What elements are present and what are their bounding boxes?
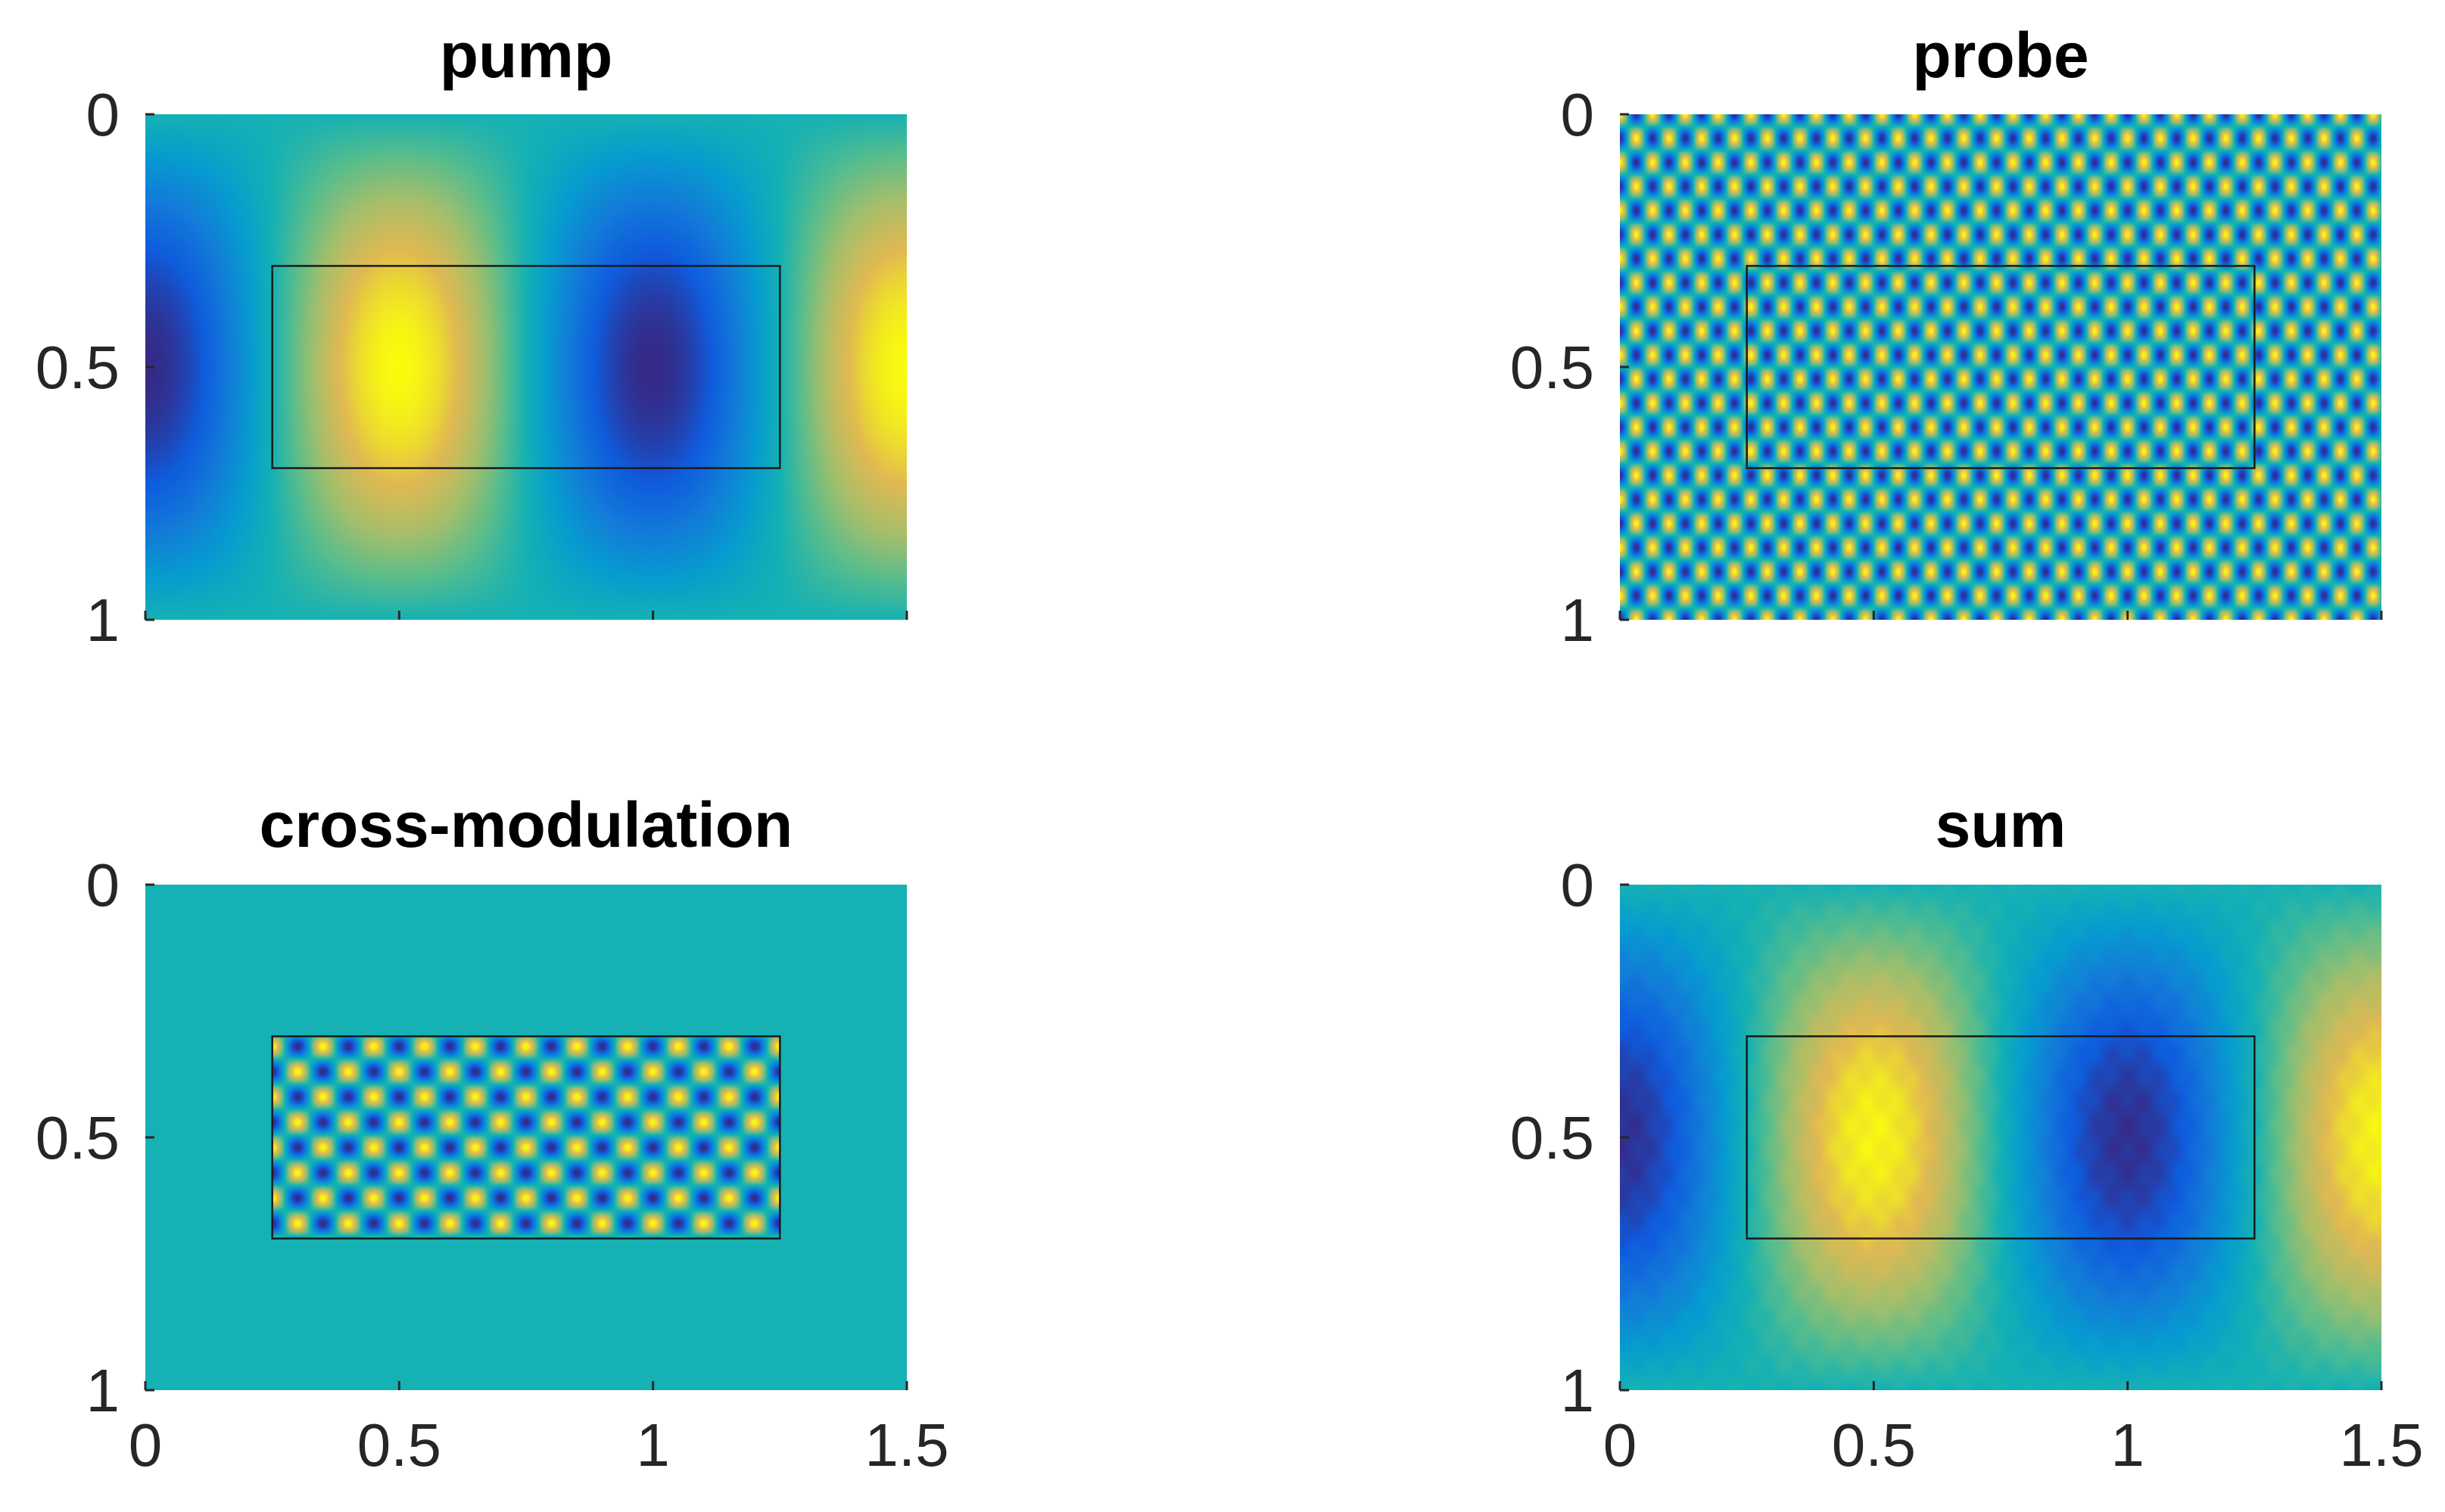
- y-tick-label: 0: [86, 851, 120, 919]
- panel-title: cross-modulation: [260, 789, 793, 860]
- y-tick-label: 0.5: [1510, 334, 1594, 401]
- region-rectangle: [1746, 265, 2256, 469]
- y-tick-label: 1: [1561, 1357, 1595, 1424]
- x-tick-label: 0.5: [357, 1411, 441, 1479]
- heatmap-image: [1620, 885, 2381, 1390]
- region-rectangle: [271, 1035, 781, 1240]
- axis-ticks: 00.51: [1510, 81, 2383, 654]
- y-tick-label: 0.5: [1510, 1104, 1594, 1171]
- y-tick-label: 0: [1561, 851, 1595, 919]
- panel-title: sum: [1936, 789, 2067, 860]
- x-tick-label: 1: [636, 1411, 670, 1479]
- x-tick-label: 1.5: [2339, 1411, 2423, 1479]
- x-tick-label: 1: [2110, 1411, 2144, 1479]
- axis-ticks: 00.510 0.5 1 1.5: [36, 851, 949, 1479]
- axis-ticks: 00.510 0.5 1 1.5: [1510, 851, 2424, 1479]
- y-tick-label: 1: [1561, 586, 1595, 654]
- panel-title: pump: [440, 20, 613, 91]
- heatmap-image: [1620, 114, 2381, 620]
- y-tick-label: 0.5: [36, 334, 120, 401]
- region-rectangle: [271, 265, 781, 469]
- x-tick-label: 1.5: [864, 1411, 948, 1479]
- panel-sum: sum 00.510 0.5 1 1.5: [1510, 789, 2424, 1479]
- x-tick-label: 0: [129, 1411, 163, 1479]
- panel-probe: probe 00.51: [1510, 20, 2383, 654]
- x-tick-label: 0.5: [1832, 1411, 1916, 1479]
- panel-title: probe: [1912, 20, 2088, 91]
- panel-cross-modulation: cross-modulation 00.510 0.5 1 1.5: [36, 789, 949, 1479]
- heatmap-image: [145, 114, 907, 620]
- region-rectangle: [1746, 1035, 2256, 1240]
- y-tick-label: 0: [86, 81, 120, 148]
- y-tick-label: 1: [86, 1357, 120, 1424]
- panel-pump: pump 00.51: [36, 20, 908, 654]
- axis-ticks: 00.51: [36, 81, 908, 654]
- x-tick-label: 0: [1603, 1411, 1637, 1479]
- y-tick-label: 1: [86, 586, 120, 654]
- y-tick-label: 0: [1561, 81, 1595, 148]
- heatmap-image: [145, 885, 907, 1390]
- y-tick-label: 0.5: [36, 1104, 120, 1171]
